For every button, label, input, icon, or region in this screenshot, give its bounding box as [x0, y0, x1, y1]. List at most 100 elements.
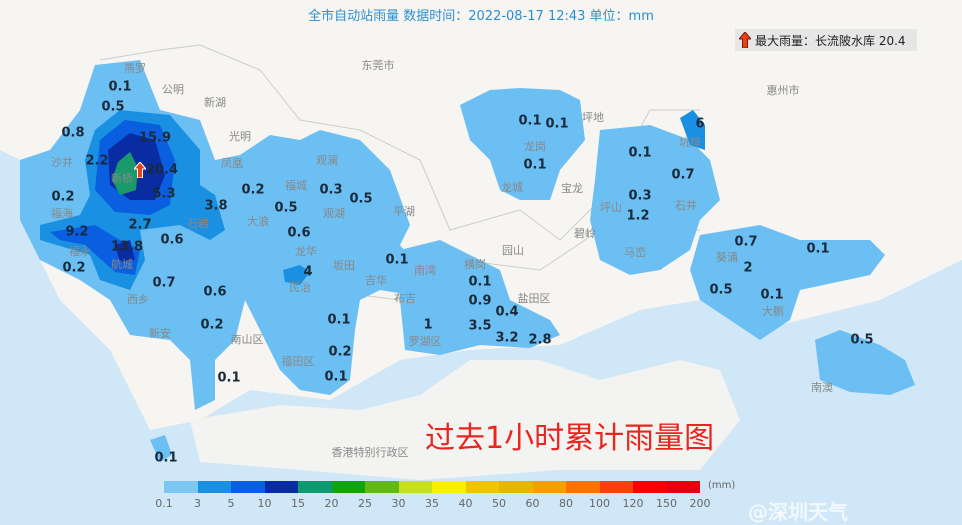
station-reading: 1: [423, 317, 433, 333]
place-label: 龙城: [501, 181, 523, 194]
legend-swatch: [331, 481, 365, 493]
legend-swatch: [298, 481, 332, 493]
legend-tick: 15: [291, 497, 305, 510]
place-label: 坂田: [333, 259, 355, 272]
legend-swatch: [197, 481, 231, 493]
place-label: 坪地: [582, 111, 604, 124]
place-label: 惠州市: [766, 84, 800, 97]
station-reading: 2: [743, 260, 753, 276]
place-label: 坑梓: [679, 136, 701, 149]
max-rain-box: 最大雨量：长流陂水库 20.4: [735, 29, 917, 51]
station-reading: 1.2: [626, 208, 650, 224]
place-label: 福田区: [281, 355, 315, 368]
place-label: 观湖: [323, 207, 345, 220]
rain-area-3mm: [40, 110, 705, 290]
place-label: 南湾: [414, 264, 436, 277]
station-reading: 0.6: [160, 232, 184, 248]
legend-swatch: [231, 481, 265, 493]
legend-tick: 25: [358, 497, 372, 510]
station-reading: 0.1: [327, 312, 351, 328]
place-label: 民治: [289, 281, 311, 294]
legend-tick: 10: [257, 497, 272, 510]
place-label: 燕罗: [124, 62, 146, 75]
station-reading: 2.2: [85, 153, 109, 169]
place-label: 横岗: [464, 258, 486, 271]
station-reading: 0.3: [628, 188, 652, 204]
place-label: 龙华: [295, 245, 317, 258]
legend-swatch: [666, 481, 700, 493]
station-reading: 0.5: [274, 200, 298, 216]
station-reading: 0.5: [850, 332, 874, 348]
place-label: 南澳: [811, 381, 833, 394]
place-label: 沙井: [51, 156, 73, 169]
station-reading: 0.1: [217, 370, 241, 386]
place-label: 宝龙: [561, 182, 583, 195]
legend-swatch: [432, 481, 466, 493]
station-reading: 0.7: [152, 275, 176, 291]
place-label: 吉华: [365, 274, 387, 287]
legend-swatch: [633, 481, 667, 493]
station-reading: 0.7: [671, 167, 695, 183]
legend-tick: 40: [458, 497, 473, 510]
place-label: 碧岭: [574, 227, 596, 240]
place-label: 石岩: [187, 217, 209, 230]
station-reading: 0.1: [760, 287, 784, 303]
max-rain-marker-icon: [134, 162, 146, 178]
station-reading: 0.6: [203, 284, 227, 300]
legend-swatch: [365, 481, 399, 493]
station-reading: 15.9: [138, 130, 172, 146]
station-reading: 2.8: [528, 332, 552, 348]
legend-swatch: [499, 481, 533, 493]
place-label: 石井: [675, 199, 697, 212]
station-reading: 0.8: [61, 125, 85, 141]
place-label: 新安: [149, 327, 171, 340]
station-reading: 9.2: [65, 224, 89, 240]
legend-swatch: [465, 481, 499, 493]
station-reading: 0.2: [328, 344, 352, 360]
station-reading: 0.2: [241, 182, 265, 198]
place-label: 马峦: [624, 246, 646, 259]
place-label: 南山区: [230, 333, 264, 346]
place-label: 香港特别行政区: [331, 446, 409, 459]
legend-ticks: 0.1 3 5 10 15 20 25 30 35 40 50 60 80 100 120 150 200: [155, 497, 744, 511]
station-reading: 6: [695, 116, 705, 132]
station-reading: 4: [303, 264, 313, 280]
red-up-arrow-icon: [739, 32, 751, 48]
station-reading: 2.7: [128, 217, 152, 233]
station-reading: 3.8: [204, 198, 228, 214]
watermark: @深圳天气: [748, 500, 848, 524]
station-reading: 0.9: [468, 293, 492, 309]
legend-unit: (mm): [708, 480, 736, 491]
legend-swatch: [532, 481, 566, 493]
legend-tick: 35: [425, 497, 439, 510]
station-reading: 0.1: [154, 450, 178, 466]
place-label: 园山: [502, 244, 524, 257]
max-rain-label: 最大雨量：长流陂水库 20.4: [755, 33, 906, 48]
color-legend: [164, 481, 700, 493]
legend-tick: 80: [559, 497, 573, 510]
station-reading: 0.1: [468, 274, 492, 290]
station-reading: 0.2: [51, 189, 75, 205]
place-label: 大鹏: [762, 305, 784, 318]
station-reading: 0.5: [709, 282, 733, 298]
legend-tick: 200: [689, 497, 711, 510]
legend-tick: 3: [194, 497, 201, 510]
station-reading: 3.5: [468, 318, 492, 334]
legend-tick: 0.1: [155, 497, 173, 510]
station-reading: 0.5: [349, 191, 373, 207]
station-reading: 0.2: [62, 260, 86, 276]
station-reading: 0.2: [200, 317, 224, 333]
place-label: 东莞市: [361, 59, 395, 72]
legend-tick: 150: [656, 497, 677, 510]
place-label: 龙岗: [524, 140, 546, 153]
place-label: 光明: [229, 130, 251, 143]
station-reading: 13.8: [110, 239, 144, 255]
place-label: 平湖: [393, 205, 415, 218]
station-reading: 0.3: [319, 182, 343, 198]
map-title: 过去1小时累计雨量图: [425, 421, 715, 456]
place-label: 西乡: [127, 293, 149, 306]
station-reading: 0.1: [108, 79, 132, 95]
station-reading: 0.1: [385, 252, 409, 268]
legend-tick: 5: [227, 497, 235, 510]
